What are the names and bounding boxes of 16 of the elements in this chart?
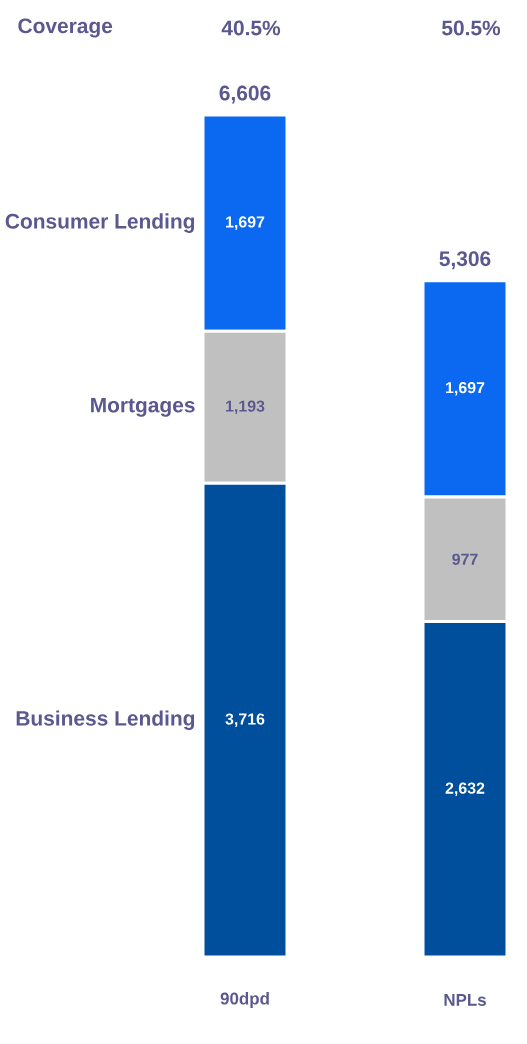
data-label: 2,632 [445, 782, 485, 797]
text: Coverage [18, 18, 113, 38]
series-label: Business Lending [16, 710, 195, 730]
series-label: Consumer Lending [5, 213, 195, 233]
text: 50.5% [441, 20, 501, 36]
series-label: Mortgages [91, 397, 195, 417]
total-label: 6,606 [219, 85, 271, 104]
text: 40.5% [221, 20, 281, 36]
x-tick-label: 90dpd [220, 992, 269, 1008]
data-label: 1,697 [446, 382, 485, 396]
data-label: 1,193 [226, 400, 265, 415]
data-label: 1,697 [226, 216, 265, 230]
data-label: 977 [452, 553, 478, 565]
total-label: 5,306 [439, 251, 491, 270]
x-tick-label: NPLs [444, 994, 486, 1006]
data-label: 3,716 [225, 713, 265, 727]
